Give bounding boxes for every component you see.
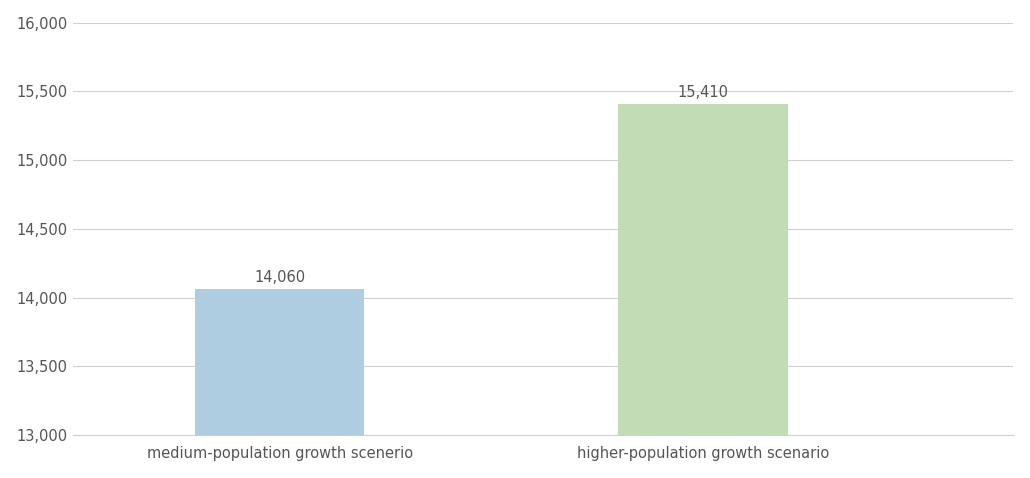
Text: 15,410: 15,410 (678, 85, 728, 100)
Bar (195, 290, 365, 478)
Text: 14,060: 14,060 (254, 271, 305, 285)
Bar (618, 104, 788, 478)
